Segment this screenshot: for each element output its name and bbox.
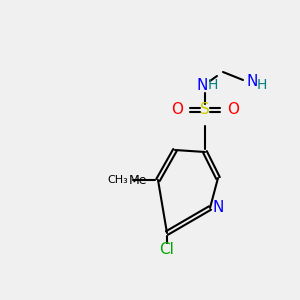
Text: N: N [212, 200, 224, 215]
Text: O: O [227, 103, 239, 118]
Text: N: N [196, 77, 208, 92]
Text: Cl: Cl [160, 242, 174, 257]
Text: S: S [200, 103, 210, 118]
Text: H: H [257, 78, 267, 92]
Text: CH₃: CH₃ [107, 175, 128, 185]
Text: O: O [171, 103, 183, 118]
Text: Me: Me [129, 173, 147, 187]
Text: H: H [208, 78, 218, 92]
Text: N: N [246, 74, 258, 89]
